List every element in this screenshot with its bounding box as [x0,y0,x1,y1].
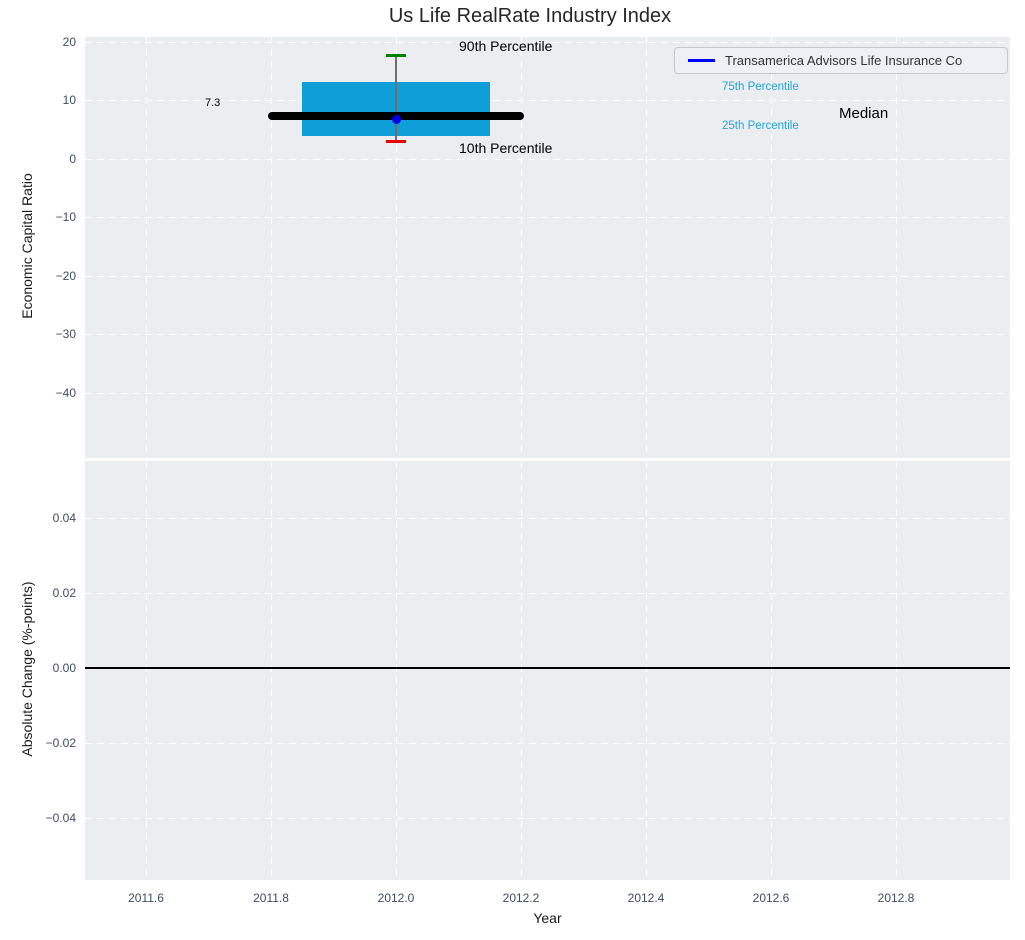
y-tick-label: 10 [62,93,76,107]
p10-cap [386,140,406,144]
gridline [646,461,647,880]
gridline [85,334,1010,335]
top-plot-area [85,37,1010,458]
y-tick-label: 0 [69,151,76,166]
gridline [271,37,272,458]
y-axis-label-top: Economic Capital Ratio [19,173,35,319]
gridline [85,41,1010,43]
gridline [396,461,397,880]
annotation-median: Median [839,105,889,122]
y-tick-label: −0.04 [45,810,76,825]
gridline [85,518,1010,520]
x-tick-label: 2011.6 [128,891,164,905]
y-tick-label: −10 [55,210,76,224]
y-tick-label: −40 [55,385,76,400]
gridline [85,100,1010,101]
y-tick-label: 0.00 [52,661,76,675]
gridline [85,158,1010,160]
gridline [85,817,1010,819]
zero-line [85,667,1010,669]
whisker-line [395,55,397,142]
x-axis-label: Year [533,910,562,926]
gridline [521,461,522,880]
annotation-10th-percentile: 10th Percentile [459,140,553,156]
x-tick-label: 2012.0 [377,891,415,905]
gridline [771,37,772,458]
company-marker [391,114,401,124]
gridline [146,37,147,458]
gridline [896,37,897,458]
gridline [85,392,1010,394]
annotation-75th-percentile: 75th Percentile [722,81,799,93]
gridline [146,461,147,880]
chart-title: Us Life RealRate Industry Index [388,5,672,27]
y-tick-label: 0.02 [52,586,76,601]
x-tick-label: 2012.4 [627,891,665,905]
annotation-median-value: 7.3 [205,97,221,109]
gridline [271,461,272,880]
x-tick-label: 2012.2 [502,891,540,905]
x-tick-label: 2012.6 [752,891,790,905]
gridline [85,593,1010,595]
legend-label: Transamerica Advisors Life Insurance Co [725,53,963,68]
annotation-25th-percentile: 25th Percentile [722,120,799,132]
y-tick-label: −30 [55,327,76,341]
legend-line-swatch [688,59,715,62]
gridline [646,37,647,458]
y-tick-label: −20 [55,268,76,283]
p90-cap [386,54,406,58]
y-tick-label: 20 [62,34,76,49]
gridline [896,461,897,880]
gridline [85,275,1010,277]
gridline [85,742,1010,744]
x-tick-label: 2011.8 [253,891,289,905]
gridline [85,217,1010,218]
gridline [521,37,522,458]
annotation-90th-percentile: 90th Percentile [459,38,553,54]
legend: Transamerica Advisors Life Insurance Co [674,47,1008,74]
bottom-plot-area [85,461,1010,880]
y-tick-label: −0.02 [45,735,76,750]
x-tick-label: 2012.8 [877,891,915,905]
gridline [396,37,397,458]
gridline [771,461,772,880]
y-tick-label: 0.04 [52,511,76,526]
